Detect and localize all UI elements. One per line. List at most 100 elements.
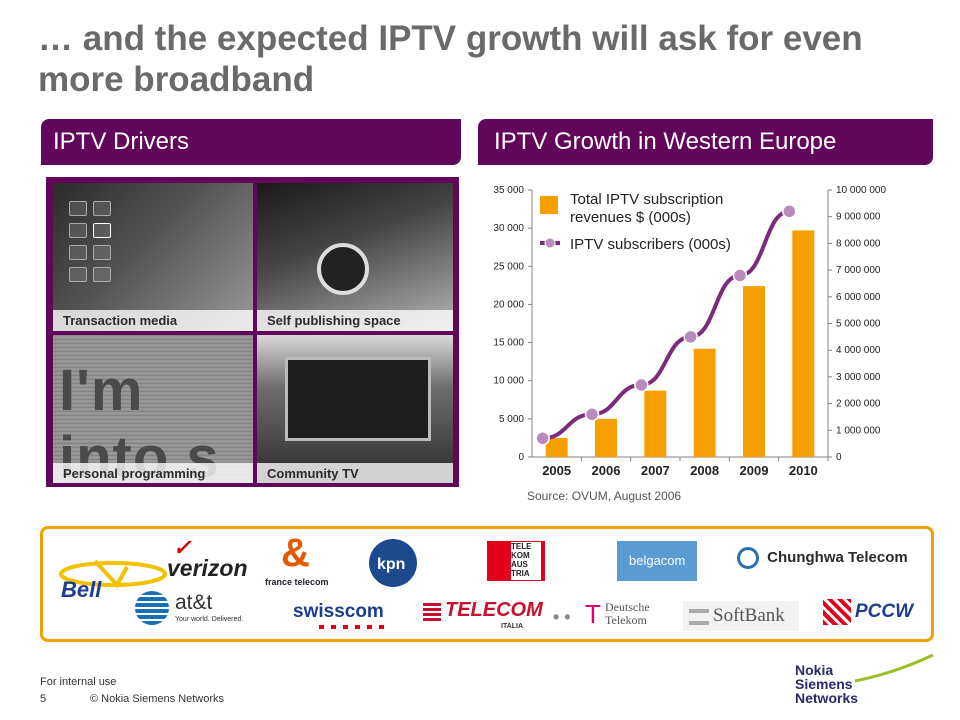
chart-source: Source: OVUM, August 2006: [527, 489, 682, 503]
legend-revenue-label-line2: revenues $ (000s): [570, 209, 691, 226]
transaction-media-caption: Transaction media: [53, 310, 253, 331]
telekom-austria-logo: TELE KOM AUS TRIA: [487, 541, 545, 581]
pccw-mark-icon: [823, 599, 851, 625]
nokia-siemens-networks-swoosh-icon: [854, 653, 934, 683]
legend-revenue-swatch: [540, 196, 558, 214]
pccw-logo-text: PCCW: [855, 601, 914, 622]
telecom-italia-sub-text: ITALIA: [501, 623, 524, 630]
x-axis-tick-label: 2008: [690, 463, 719, 478]
kpn-logo: kpn: [369, 539, 417, 587]
deutsche-telekom-t-icon: T: [585, 599, 601, 629]
telecom-italia-stripes-icon: [423, 603, 441, 621]
pccw-logo: PCCW: [823, 597, 919, 629]
x-axis-tick-label: 2009: [740, 463, 769, 478]
right-axis-tick-label: 10 000 000: [836, 185, 886, 196]
personal-programming-caption: Personal programming: [53, 463, 253, 483]
swisscom-logo-text: swisscom: [293, 601, 384, 622]
att-logo-text: at&t: [175, 591, 213, 614]
revenue-bar: [595, 418, 617, 457]
legend-subscribers-label: IPTV subscribers (000s): [570, 236, 731, 253]
swisscom-stripe-icon: [319, 625, 389, 629]
nokia-siemens-networks-logo-text: Nokia Siemens Networks: [795, 662, 859, 706]
chunghwa-telecom-globe-icon: [737, 547, 759, 569]
right-axis-tick-label: 1 000 000: [836, 425, 881, 436]
bell-logo: Bell: [55, 557, 173, 602]
right-axis-tick-label: 7 000 000: [836, 265, 881, 276]
telecom-italia-logo-text: TELECOM: [445, 599, 543, 621]
self-publishing-caption: Self publishing space: [257, 310, 453, 331]
x-axis-tick-label: 2007: [641, 463, 670, 478]
left-axis-tick-label: 10 000: [493, 376, 524, 387]
page-number: 5: [40, 693, 47, 705]
kpn-logo-text: kpn: [377, 556, 406, 573]
subscribers-point: [634, 377, 649, 393]
left-axis-tick-label: 15 000: [493, 338, 524, 349]
revenue-bar: [792, 230, 815, 457]
bell-logo-text: Bell: [61, 577, 102, 602]
att-logo: at&t Your world. Delivered.: [135, 591, 255, 631]
att-globe-icon: [135, 591, 169, 625]
legend-revenue-label-line1: Total IPTV subscription: [570, 191, 723, 208]
revenue-bar: [743, 286, 765, 457]
softbank-bars-icon: [689, 609, 709, 625]
softbank-logo: SoftBank: [683, 601, 799, 631]
x-axis-tick-label: 2005: [542, 463, 571, 478]
copyright-text: © Nokia Siemens Networks: [90, 693, 225, 705]
left-axis-tick-label: 30 000: [493, 223, 524, 234]
photo-grid: Transaction media Self publishing space …: [46, 177, 459, 487]
france-telecom-logo: & france telecom: [265, 531, 329, 589]
left-axis-tick-label: 35 000: [493, 185, 524, 196]
personal-programming-photo: I'm into s Personal programming: [53, 335, 253, 483]
france-telecom-logo-text: france telecom: [265, 577, 329, 587]
right-axis-tick-label: 4 000 000: [836, 345, 881, 356]
verizon-check-icon: ✓: [173, 535, 192, 560]
right-axis-tick-label: 3 000 000: [836, 372, 881, 383]
att-tagline: Your world. Delivered.: [175, 616, 244, 623]
swisscom-logo: swisscom: [293, 601, 397, 629]
france-telecom-ampersand-icon: &: [281, 531, 310, 575]
right-axis-tick-label: 9 000 000: [836, 212, 881, 223]
right-axis-tick-label: 0: [836, 452, 842, 463]
left-axis-tick-label: 20 000: [493, 299, 524, 310]
subscribers-point: [782, 204, 797, 219]
x-axis-tick-label: 2006: [592, 463, 621, 478]
right-axis-tick-label: 5 000 000: [836, 319, 881, 330]
self-publishing-photo: Self publishing space: [257, 183, 453, 331]
left-axis-tick-label: 0: [518, 452, 524, 463]
community-tv-photo: Community TV: [257, 335, 453, 483]
bell-logo-mark: [59, 559, 167, 589]
revenue-bar: [693, 348, 716, 457]
deutsche-telekom-logo-text: Deutsche Telekom: [605, 600, 650, 627]
x-axis-tick-label: 2010: [789, 463, 818, 478]
iptv-drivers-heading: IPTV Drivers: [41, 119, 461, 165]
transaction-media-photo: Transaction media: [53, 183, 253, 331]
right-axis-tick-label: 6 000 000: [836, 292, 881, 303]
legend-subscribers-marker: [544, 237, 556, 249]
page-title: … and the expected IPTV growth will ask …: [38, 19, 863, 99]
subscribers-point: [584, 407, 600, 422]
subscribers-point: [732, 268, 748, 283]
deutsche-telekom-logo: • • T Deutsche Telekom: [553, 599, 673, 631]
operator-logos-panel: Bell ✓ verizon & france telecom kpn TELE…: [40, 526, 934, 642]
softbank-logo-text: SoftBank: [713, 605, 785, 626]
classification-label: For internal use: [40, 676, 117, 688]
telecom-italia-logo: TELECOM ITALIA: [423, 597, 543, 633]
chunghwa-telecom-logo-text: Chunghwa Telecom: [767, 548, 908, 566]
belgacom-logo: belgacom: [617, 541, 697, 581]
iptv-growth-heading: IPTV Growth in Western Europe: [478, 119, 933, 165]
left-axis-tick-label: 25 000: [493, 261, 524, 272]
deutsche-telekom-dots-icon: • •: [553, 607, 571, 627]
verizon-logo-text: verizon: [167, 555, 248, 581]
revenue-bar: [545, 437, 568, 457]
telekom-austria-logo-text: TELE KOM AUS TRIA: [511, 542, 541, 580]
right-axis-tick-label: 8 000 000: [836, 238, 881, 249]
left-axis-tick-label: 5 000: [499, 414, 524, 425]
subscribers-point: [683, 329, 698, 345]
chunghwa-telecom-logo: Chunghwa Telecom: [737, 547, 908, 569]
subscribers-point: [535, 431, 550, 446]
right-axis-tick-label: 2 000 000: [836, 399, 881, 410]
verizon-logo: ✓ verizon: [167, 535, 248, 581]
iptv-growth-chart: 0 5 000 10 000 15 000 20 000 25 000 30 000 35 0…: [493, 185, 886, 478]
revenue-bar: [644, 390, 667, 457]
belgacom-logo-text: belgacom: [629, 553, 686, 568]
